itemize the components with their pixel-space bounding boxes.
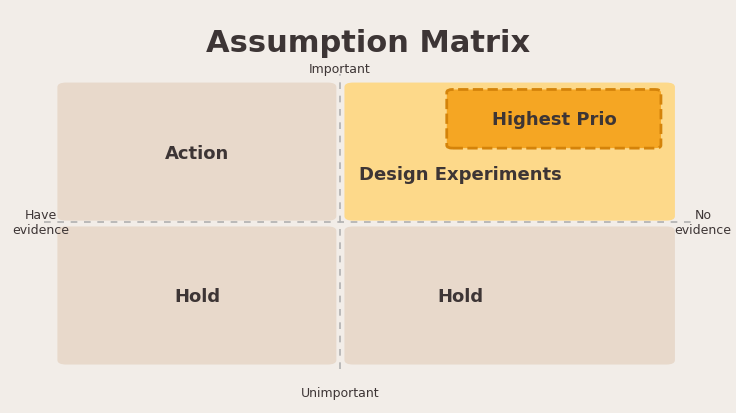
Text: Highest Prio: Highest Prio [492,110,617,128]
Text: No
evidence: No evidence [674,208,732,236]
Text: Hold: Hold [437,287,483,305]
Text: Design Experiments: Design Experiments [358,166,562,184]
Text: Have
evidence: Have evidence [12,208,69,236]
Text: Action: Action [165,144,230,162]
Text: Hold: Hold [174,287,220,305]
Text: Assumption Matrix: Assumption Matrix [206,29,530,58]
FancyBboxPatch shape [57,227,336,365]
FancyBboxPatch shape [344,83,675,221]
FancyBboxPatch shape [57,83,336,221]
Text: Important: Important [309,63,371,76]
Text: Unimportant: Unimportant [301,387,379,399]
FancyBboxPatch shape [344,227,675,365]
FancyBboxPatch shape [447,90,661,149]
